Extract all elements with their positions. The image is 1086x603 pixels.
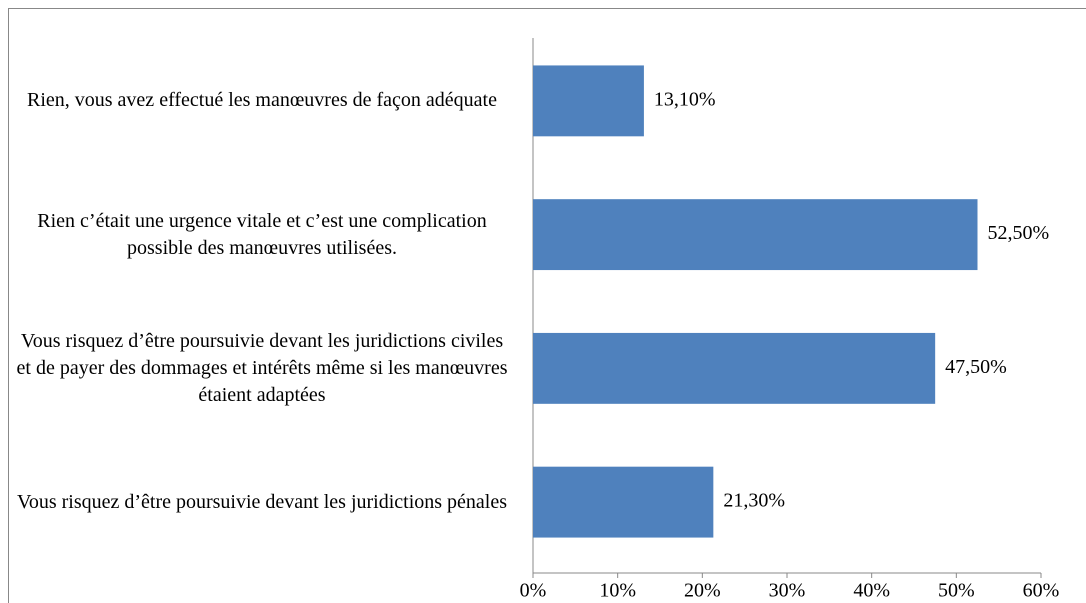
x-tick-label: 10% — [599, 580, 636, 602]
category-label: Vous risquez d’être poursuivie devant le… — [16, 329, 508, 406]
chart-border — [8, 8, 1086, 603]
value-label: 52,50% — [988, 222, 1050, 244]
value-label: 13,10% — [654, 88, 716, 110]
x-tick-label: 40% — [853, 580, 890, 602]
x-tick-label: 0% — [520, 580, 547, 602]
x-tick-label: 60% — [1023, 580, 1060, 602]
bar — [533, 466, 714, 538]
bar — [533, 199, 978, 271]
category-label: Vous risquez d’être poursuivie devant le… — [16, 490, 508, 513]
category-label: Rien, vous avez effectué les manœuvres d… — [27, 89, 497, 112]
x-tick-label: 30% — [769, 580, 806, 602]
x-tick-label: 50% — [938, 580, 975, 602]
category-label: Rien c’était une urgence vitale et c’est… — [37, 209, 487, 259]
value-label: 21,30% — [723, 490, 785, 512]
bar — [533, 65, 644, 137]
value-label: 47,50% — [945, 356, 1007, 378]
x-tick-label: 20% — [684, 580, 721, 602]
bar — [533, 332, 936, 404]
